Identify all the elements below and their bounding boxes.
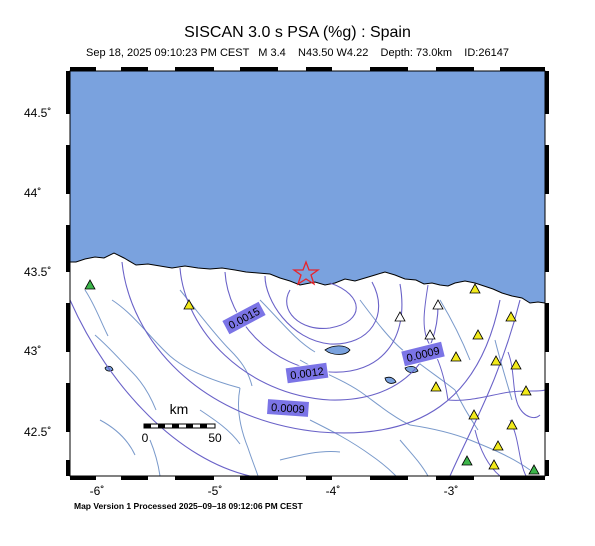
station-marker (488, 459, 500, 470)
x-tick-minus-3: -3˚ (443, 484, 459, 498)
station-marker (394, 311, 406, 322)
station-marker (468, 409, 480, 420)
epicenter-star (291, 260, 321, 286)
station-marker (84, 279, 96, 290)
frame-ticks (66, 67, 549, 480)
map-subtitle: Sep 18, 2025 09:10:23 PM CEST M 3.4 N43.… (86, 47, 509, 59)
station-marker (490, 355, 502, 366)
scale-bar-start: 0 (142, 431, 149, 445)
station-marker (510, 359, 522, 370)
scale-bar-unit: km (170, 401, 189, 417)
station-marker (472, 329, 484, 340)
contour-label-0012-text: 0.0012 (290, 366, 325, 383)
x-tick-minus-4: -4˚ (325, 484, 341, 498)
y-tick-43-5: 43.5˚ (24, 265, 52, 279)
rivers (84, 289, 531, 477)
y-tick-43: 43˚ (24, 344, 42, 358)
station-marker (469, 283, 481, 294)
y-tick-44-5: 44.5˚ (24, 106, 52, 120)
y-tick-42-5: 42.5˚ (24, 425, 52, 439)
processing-footer: Map Version 1 Processed 2025–09–18 09:12… (74, 501, 303, 511)
station-marker (461, 455, 473, 466)
scale-bar: km 0 50 (142, 401, 222, 445)
contour-label-0009-east: 0.0009 (400, 340, 446, 368)
x-tick-minus-6: -6˚ (89, 484, 105, 498)
contour-label-0009-south-box (265, 398, 311, 418)
contour-label-0009-south: 0.0009 (265, 398, 311, 418)
station-marker (430, 381, 442, 392)
y-tick-44: 44˚ (24, 186, 42, 200)
station-marker (492, 440, 504, 451)
contour-label-0009-south-text: 0.0009 (271, 402, 305, 416)
station-marker (432, 299, 444, 310)
scale-bar-end: 50 (208, 431, 222, 445)
station-marker (520, 385, 532, 396)
lakes (104, 345, 419, 384)
contour-label-0012-box (284, 361, 330, 385)
station-marker (183, 299, 195, 310)
station-marker (450, 351, 462, 362)
stations (84, 279, 540, 475)
map-title: SISCAN 3.0 s PSA (%g) : Spain (184, 24, 411, 41)
station-marker (528, 464, 540, 475)
x-tick-minus-5: -5˚ (207, 484, 223, 498)
contour-label-0009-east-box (400, 340, 446, 368)
station-marker (505, 311, 517, 322)
station-marker (424, 329, 436, 340)
contour-label-0012: 0.0012 (284, 361, 330, 385)
station-marker (506, 419, 518, 430)
sea-area (69, 70, 546, 304)
contour-label-0015-box (221, 300, 267, 336)
psa-contours (69, 261, 521, 477)
